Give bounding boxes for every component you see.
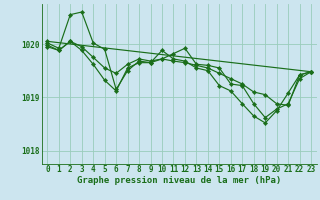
- X-axis label: Graphe pression niveau de la mer (hPa): Graphe pression niveau de la mer (hPa): [77, 176, 281, 185]
